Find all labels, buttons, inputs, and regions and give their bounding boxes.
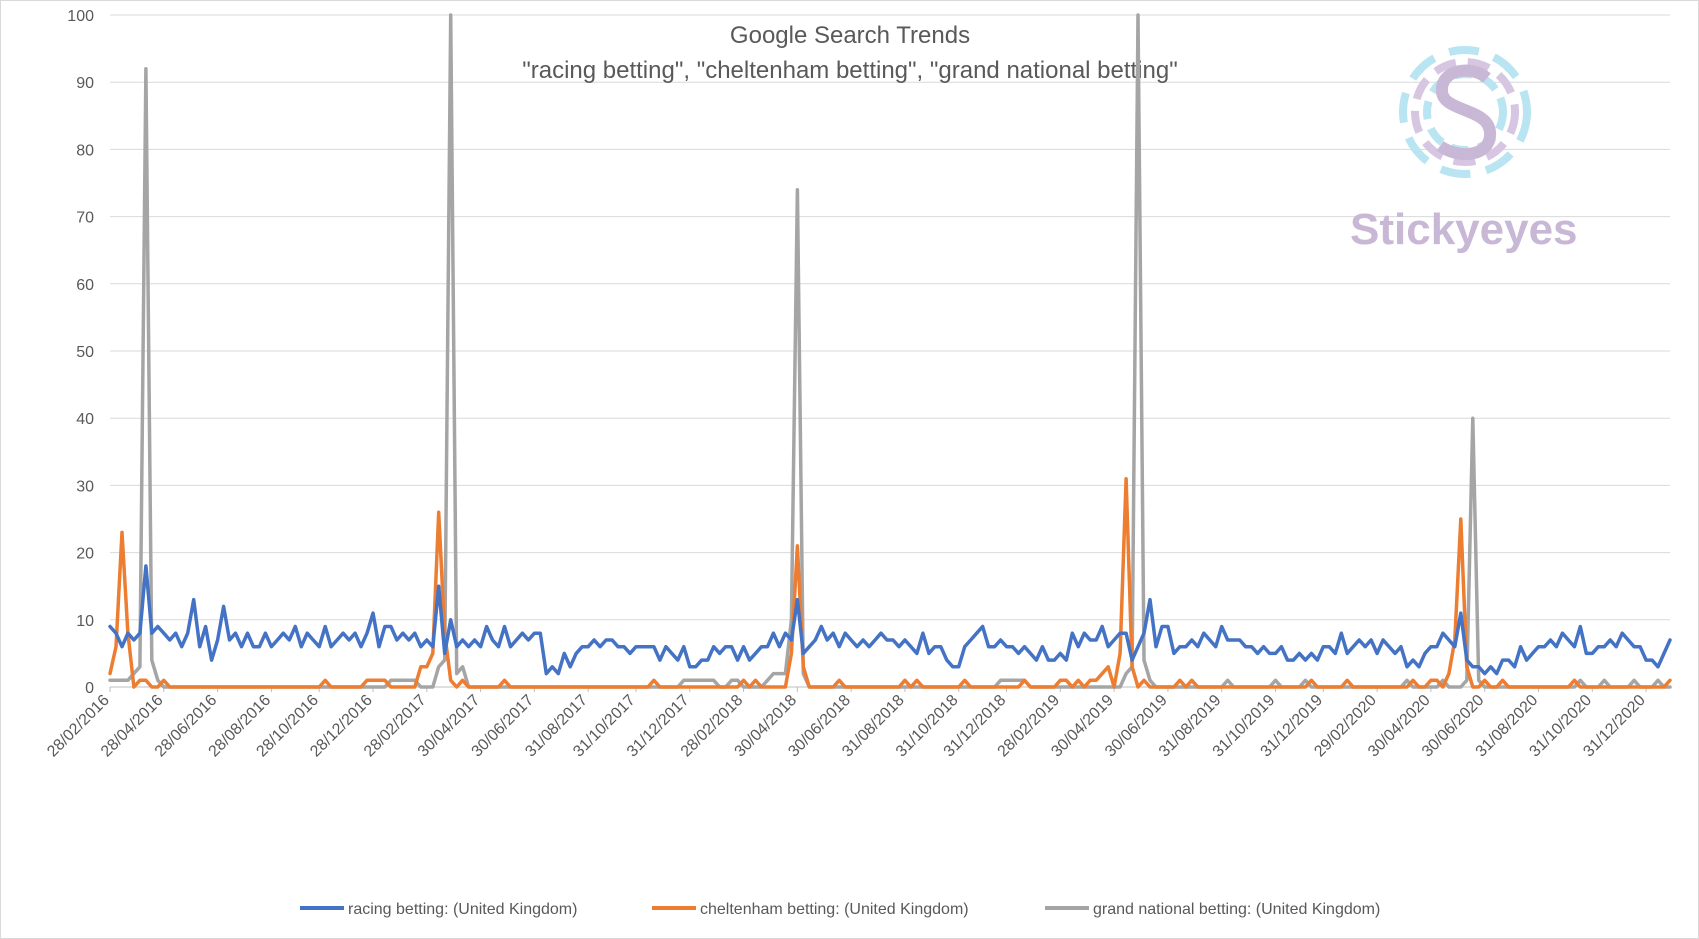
chart-subtitle: "racing betting", "cheltenham betting", … <box>522 57 1178 84</box>
y-tick-label: 60 <box>76 277 94 294</box>
legend: racing betting: (United Kingdom) cheltenh… <box>300 901 1380 918</box>
y-tick-label: 30 <box>76 478 94 495</box>
series-line-cheltenham <box>108 476 1672 689</box>
legend-entry: cheltenham betting: (United Kingdom) <box>700 901 969 918</box>
stickyeyes-logo: Stickyeyes <box>1350 46 1578 254</box>
y-tick-label: 70 <box>76 210 94 227</box>
stickyeyes-logo-text: Stickyeyes <box>1350 205 1578 254</box>
stickyeyes-logo-icon <box>1399 46 1531 178</box>
y-axis-ticks: 0 10 20 30 40 50 60 70 80 90 100 <box>67 8 94 697</box>
legend-entry: grand national betting: (United Kingdom) <box>1093 901 1380 918</box>
chart-title: Google Search Trends <box>730 22 970 49</box>
y-tick-label: 0 <box>85 680 94 697</box>
y-tick-label: 20 <box>76 546 94 563</box>
y-tick-label: 80 <box>76 142 94 159</box>
y-tick-label: 90 <box>76 75 94 92</box>
y-tick-label: 10 <box>76 613 94 630</box>
y-tick-label: 100 <box>67 8 94 25</box>
legend-entry: racing betting: (United Kingdom) <box>348 901 577 918</box>
y-tick-label: 40 <box>76 411 94 428</box>
series-line-racing <box>108 564 1672 676</box>
series-lines <box>108 13 1672 689</box>
y-tick-label: 50 <box>76 344 94 361</box>
